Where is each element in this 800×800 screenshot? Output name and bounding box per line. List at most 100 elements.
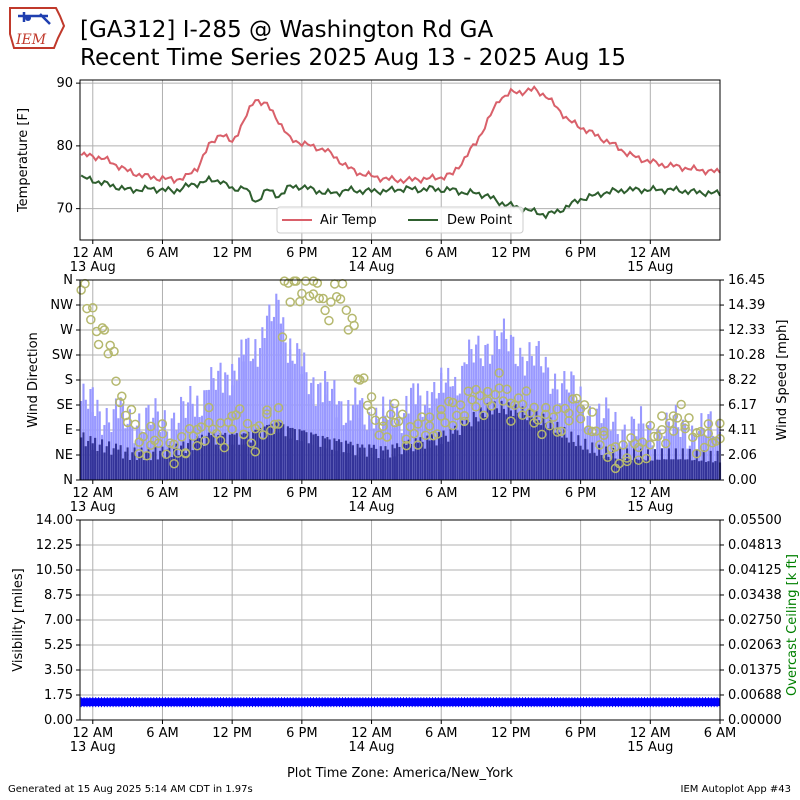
wind-direction-marker — [326, 297, 336, 307]
wind-speed-bar — [449, 428, 452, 480]
ceiling-tick-label: 0.00688 — [728, 688, 782, 703]
wind-speed-bar — [89, 436, 92, 480]
wind-speed-bar — [224, 432, 227, 480]
wind-gust-bar — [245, 338, 248, 480]
wind-direction-marker — [672, 413, 683, 423]
wind-gust-bar — [277, 323, 280, 480]
wind-speed-bar — [451, 440, 454, 480]
wind-speed-bar — [275, 422, 278, 480]
wind-gust-bar — [149, 424, 152, 480]
wind-speed-bar — [581, 449, 584, 480]
wind-direction-marker — [424, 421, 435, 431]
wind-direction-marker — [494, 368, 504, 378]
wind-speed-bar — [382, 458, 385, 480]
wind-gust-bar — [252, 358, 255, 480]
wind-speed-bar — [470, 426, 473, 480]
wind-direction-marker — [664, 418, 675, 428]
wind-speed-bar — [384, 446, 387, 480]
wind-speed-bar — [228, 434, 231, 480]
wind-speed-bar — [368, 444, 371, 480]
wind-speed-bar — [184, 453, 187, 480]
wind-gust-bar — [119, 397, 122, 480]
wind-speed-bar — [444, 435, 447, 480]
ceiling-tick-label: 0.00000 — [728, 713, 782, 728]
wind-speed-bar — [189, 438, 192, 480]
wind-direction-marker — [691, 448, 702, 459]
wind-speed-bar — [486, 402, 489, 480]
wind-gust-bar — [180, 396, 183, 480]
wind-gust-bar — [258, 348, 262, 480]
wind-gust-bar — [426, 390, 429, 480]
wind-speed-bar — [688, 448, 691, 480]
wind-direction-marker — [258, 430, 268, 440]
wind-gust-bar — [714, 437, 717, 480]
wind-direction-marker — [413, 440, 423, 450]
wind-direction-marker — [176, 432, 187, 442]
visibility-tick-label: 5.25 — [44, 638, 73, 653]
wind-direction-marker — [341, 305, 352, 316]
wind-direction-marker — [478, 410, 489, 421]
wind-direction-marker — [641, 453, 652, 464]
speed-tick-label: 2.06 — [728, 448, 757, 463]
ceiling-tick-label: 0.02063 — [728, 638, 782, 653]
wind-speed-bar — [442, 430, 445, 480]
x-tick-label: 6 PM — [286, 726, 317, 741]
wind-gust-bar — [716, 420, 719, 480]
wind-direction-marker — [602, 452, 613, 463]
wind-speed-bar — [149, 460, 152, 480]
wind-speed-bar — [328, 439, 331, 480]
wind-speed-bar — [468, 422, 471, 480]
ceiling-tick-label: 0.04813 — [728, 538, 782, 553]
wind-speed-bar — [159, 450, 162, 480]
wind-direction-marker — [475, 390, 485, 401]
wind-gust-bar — [537, 341, 540, 480]
wind-speed-bar — [124, 451, 127, 480]
x-tick-label: 12 AM — [351, 486, 392, 501]
x-tick-label: 6 AM — [425, 486, 458, 501]
wind-speed-bar — [526, 420, 529, 480]
wind-speed-bar — [319, 446, 322, 480]
wind-direction-marker — [300, 276, 311, 286]
wind-speed-bar — [711, 462, 715, 480]
wind-direction-marker — [111, 376, 121, 386]
direction-tick-label: N — [63, 473, 73, 488]
wind-direction-marker — [80, 278, 90, 289]
wind-direction-marker — [130, 419, 141, 430]
wind-gust-bar — [265, 315, 269, 480]
visibility-tick-label: 14.00 — [36, 513, 73, 528]
wind-speed-bar — [521, 406, 524, 480]
wind-gust-bar — [502, 318, 506, 480]
wind-speed-bar — [270, 423, 273, 480]
wind-gust-bar — [358, 400, 361, 480]
wind-speed-bar — [379, 446, 382, 480]
wind-speed-bar — [663, 459, 666, 480]
y-axis-label: Visibility [miles] — [11, 568, 26, 671]
wind-gust-bar — [684, 423, 687, 480]
wind-direction-marker — [599, 430, 609, 440]
generated-note: Generated at 15 Aug 2025 5:14 AM CDT in … — [8, 784, 253, 795]
wind-speed-bar — [307, 443, 310, 480]
wind-direction-marker — [556, 426, 566, 437]
wind-direction-marker — [227, 411, 237, 421]
wind-gust-bar — [700, 413, 703, 480]
x-tick-label: 12 AM — [72, 726, 113, 741]
wind-direction-marker — [409, 428, 419, 439]
x-tick-date-label: 15 Aug — [627, 260, 673, 275]
wind-speed-bar — [528, 408, 531, 480]
wind-direction-marker — [401, 434, 412, 444]
wind-speed-bar — [591, 442, 594, 480]
timezone-label: Plot Time Zone: America/New_York — [287, 766, 514, 781]
wind-speed-bar — [177, 455, 180, 480]
wind-gust-bar — [307, 394, 310, 480]
wind-gust-bar — [324, 371, 327, 480]
wind-gust-bar — [340, 401, 343, 480]
wind-direction-marker — [312, 278, 323, 288]
wind-direction-marker — [115, 397, 125, 408]
wind-speed-bar — [509, 410, 512, 480]
wind-speed-bar — [714, 461, 717, 480]
wind-speed-bar — [535, 410, 538, 480]
wind-speed-bar — [393, 456, 396, 480]
wind-gust-bar — [96, 399, 99, 480]
wind-gust-bar — [154, 398, 157, 480]
wind-direction-marker — [541, 402, 551, 413]
